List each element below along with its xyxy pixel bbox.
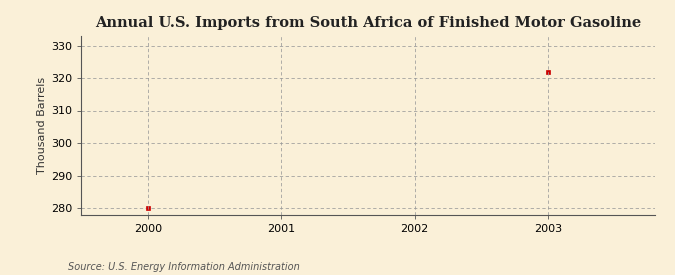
Title: Annual U.S. Imports from South Africa of Finished Motor Gasoline: Annual U.S. Imports from South Africa of… [95,16,641,31]
Y-axis label: Thousand Barrels: Thousand Barrels [36,76,47,174]
Text: Source: U.S. Energy Information Administration: Source: U.S. Energy Information Administ… [68,262,299,272]
